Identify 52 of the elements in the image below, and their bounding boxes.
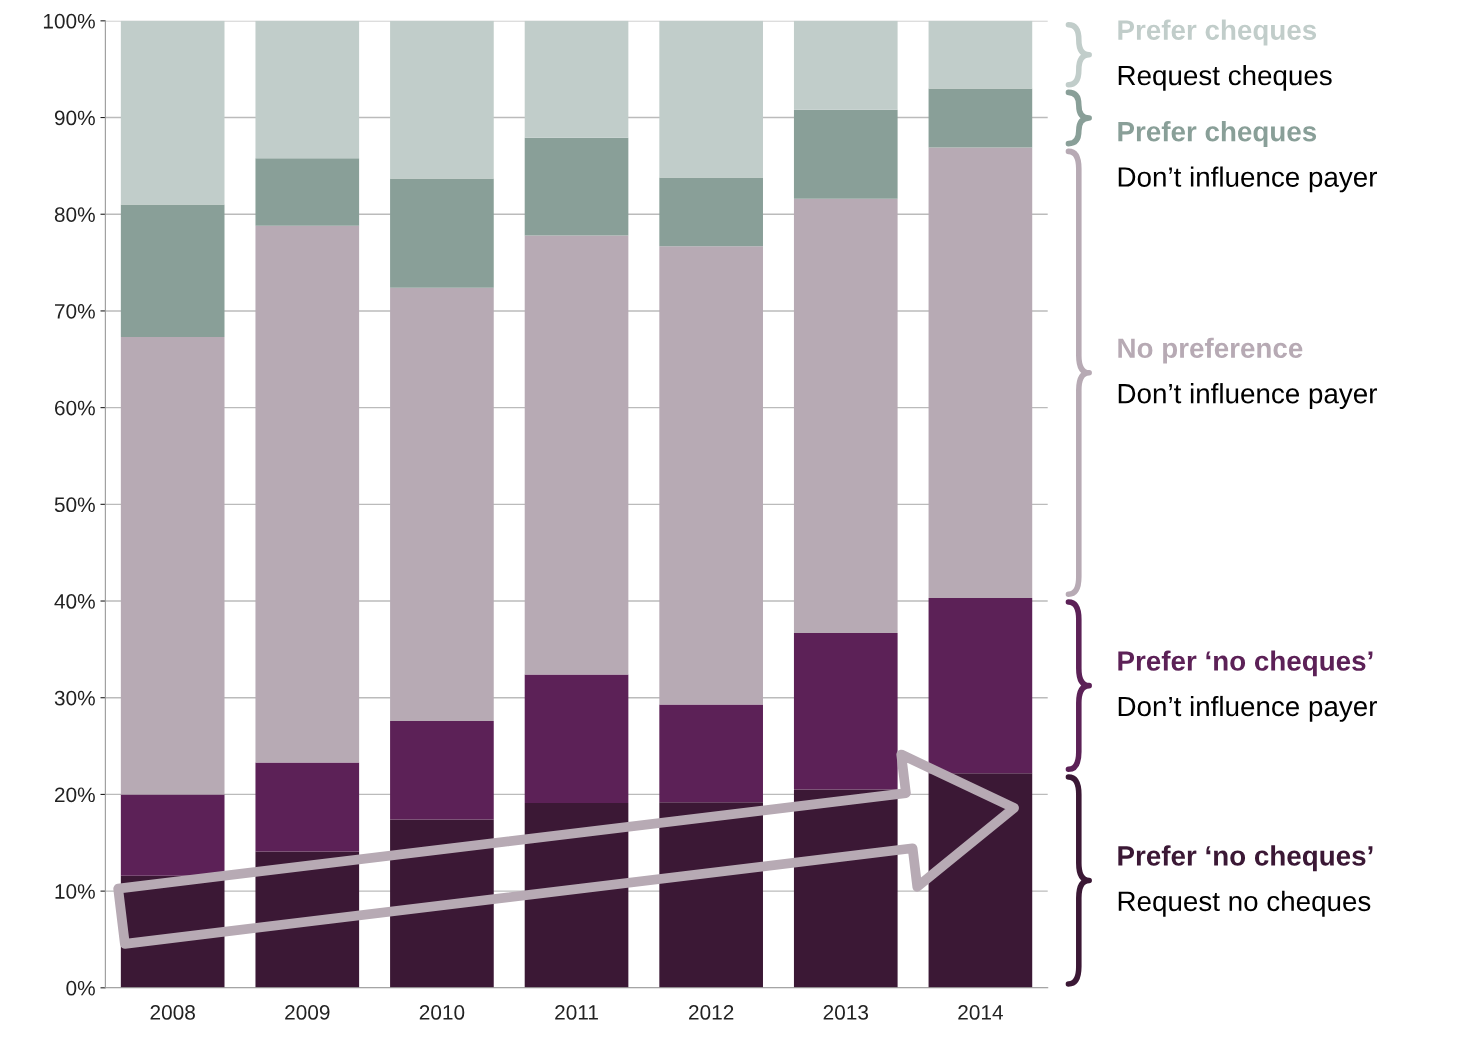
y-tick-label: 60%: [55, 400, 95, 416]
x-tick-label: 2012: [689, 1005, 734, 1020]
bar: [524, 674, 629, 804]
bar: [928, 773, 1033, 988]
y-tick-label: 0%: [66, 980, 95, 996]
bar: [524, 137, 629, 236]
bar: [120, 794, 225, 876]
bar: [390, 287, 494, 721]
bar: [793, 632, 898, 790]
y-tick-label: 10%: [55, 884, 95, 899]
text: Prefer ‘no cheques’ Request no cheques: [1118, 845, 1373, 917]
text: Prefer cheques Don’t influence payer: [1118, 121, 1377, 193]
y-tick-label: 40%: [54, 594, 95, 609]
y-tick-label: 70%: [55, 303, 95, 319]
bar: [120, 20, 225, 205]
bar: [793, 20, 898, 110]
bar: [255, 225, 360, 763]
bar: [390, 178, 494, 288]
bar: [928, 20, 1033, 89]
bar: [659, 177, 763, 247]
bar: [793, 109, 898, 199]
bar: [928, 147, 1033, 599]
bar: [255, 762, 360, 852]
x-tick-label: 2014: [958, 1005, 1003, 1020]
bar: [928, 598, 1033, 774]
bar: [928, 88, 1033, 148]
bar: [524, 235, 629, 675]
bar: [255, 20, 360, 159]
x-tick-label: 2010: [419, 1005, 465, 1020]
y-tick-label: 50%: [54, 497, 95, 513]
x-tick-label: 2008: [150, 1005, 195, 1020]
y-tick-label: 20%: [54, 787, 95, 803]
y-tick-label: 100%: [43, 13, 95, 29]
bar: [390, 20, 494, 179]
bar: [390, 720, 494, 820]
x-tick-label: 2009: [285, 1005, 330, 1020]
bar: [524, 20, 629, 138]
x-tick-label: 2013: [823, 1005, 869, 1020]
x-tick-label: 2011: [555, 1005, 598, 1020]
y-tick-label: 30%: [54, 690, 95, 706]
bar: [659, 246, 763, 705]
text: Prefer ‘no cheques’ Don’t influence payer: [1118, 650, 1377, 722]
text: No preference Don’t influence payer: [1118, 337, 1377, 409]
bar: [255, 158, 360, 226]
bar: [659, 704, 763, 803]
y-tick-label: 80%: [54, 207, 95, 222]
y-tick-label: 90%: [54, 110, 95, 126]
bar: [120, 204, 225, 338]
legend-label: Prefer cheques Request cheques: [1118, 19, 1332, 91]
bar: [120, 337, 225, 795]
bar: [793, 198, 898, 633]
bar: [659, 20, 763, 178]
